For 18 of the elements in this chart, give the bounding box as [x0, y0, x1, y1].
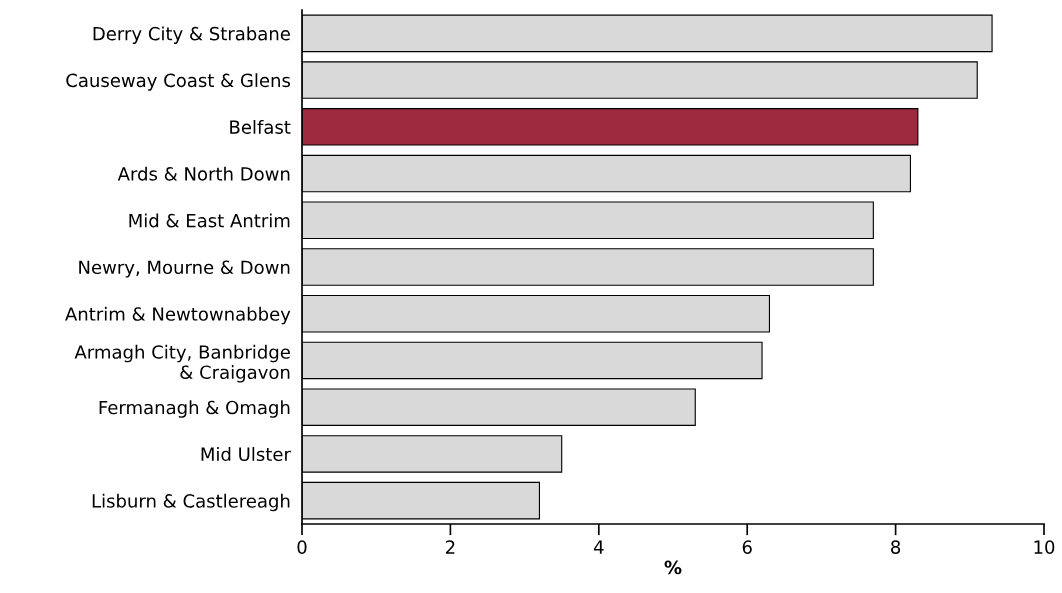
y-tick-label: Fermanagh & Omagh: [99, 400, 290, 418]
y-tick-label: Antrim & Newtownabbey: [65, 306, 291, 325]
y-tick-label: Armagh City, Banbridge & Craigavon: [74, 344, 290, 383]
x-tick-label: 0: [297, 540, 307, 554]
y-tick-label: Lisburn & Castlereagh: [92, 493, 290, 512]
y-tick-label: Mid Ulster: [201, 447, 291, 462]
y-tick-label: Ards & North Down: [117, 166, 290, 181]
y-tick-label: Derry City & Strabane: [93, 26, 290, 44]
x-axis-title: %: [664, 560, 682, 575]
x-tick-label: 2: [445, 540, 455, 554]
x-tick-label: 8: [891, 540, 901, 554]
y-tick-label: Causeway Coast & Glens: [66, 73, 291, 91]
x-tick-label: 6: [742, 540, 752, 554]
y-tick-label: Mid & East Antrim: [129, 213, 290, 228]
y-tick-label: Belfast: [230, 119, 291, 134]
y-tick-label: Newry, Mourne & Down: [79, 260, 290, 278]
x-tick-label: 10: [1034, 540, 1055, 554]
x-tick-label: 4: [593, 540, 604, 554]
